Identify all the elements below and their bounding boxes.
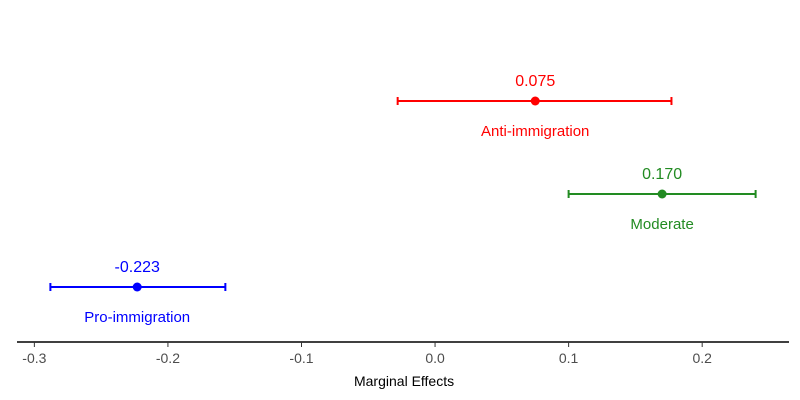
- x-tick-label: 0.1: [559, 350, 579, 366]
- series-group: -0.223 Pro-immigration: [49, 259, 227, 326]
- point-estimate-marker: [132, 282, 142, 292]
- estimate-value-label: 0.075: [515, 73, 555, 90]
- series-group: 0.170 Moderate: [567, 166, 757, 233]
- x-axis-title: Marginal Effects: [354, 373, 454, 389]
- series-group: 0.075 Anti-immigration: [396, 73, 673, 140]
- x-tick-label: 0.0: [425, 350, 445, 366]
- estimate-value-label: 0.170: [642, 166, 682, 183]
- x-tick-label: -0.2: [156, 350, 180, 366]
- x-tick-label: -0.1: [289, 350, 313, 366]
- series-name-label: Pro-immigration: [84, 309, 190, 326]
- x-tick-label: 0.2: [692, 350, 712, 366]
- point-estimate-marker: [530, 96, 540, 106]
- estimate-value-label: -0.223: [115, 259, 160, 276]
- x-tick-label: -0.3: [22, 350, 46, 366]
- point-estimate-marker: [657, 189, 667, 199]
- x-axis-ticks: -0.3 -0.2 -0.1 0.0 0.1 0.2: [22, 342, 712, 366]
- series-name-label: Anti-immigration: [481, 123, 589, 140]
- series-name-label: Moderate: [630, 216, 693, 233]
- series-layer: 0.075 Anti-immigration 0.170 Moderate -0.223…: [49, 73, 757, 326]
